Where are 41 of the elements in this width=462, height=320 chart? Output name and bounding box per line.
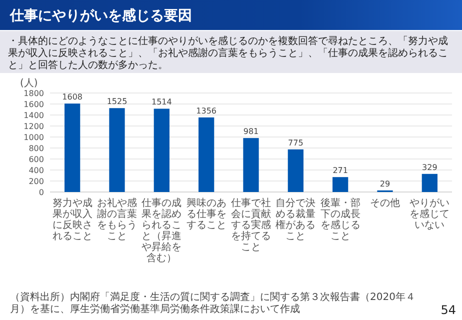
- data-label: 29: [380, 179, 390, 188]
- bar: [154, 108, 170, 192]
- text: 54: [440, 303, 456, 317]
- chart-subtitle: ・具体的にどのようなことに仕事のやりがいを感じるのかを複数回答で尋ねたところ、「努力や成果が収入に反映されること」、「お礼や感謝の言葉をもらうこと」、「仕事の成果を認められること」と回答した人の数が多かった。: [8, 35, 448, 71]
- bar: [109, 108, 125, 192]
- y-tick-label: 1400: [24, 111, 44, 120]
- data-label: 1525: [106, 97, 128, 106]
- bar: [198, 117, 214, 192]
- y-axis-title: (人): [20, 78, 38, 89]
- data-label: 329: [422, 162, 438, 172]
- y-tick-label: 400: [28, 166, 44, 175]
- x-tick-label: 努力や成果が収入に反映されること: [52, 197, 92, 242]
- bar: [288, 149, 304, 192]
- y-tick-label: 200: [28, 177, 44, 186]
- bar: [243, 138, 259, 192]
- x-tick-label: 興味のある仕事をすること: [186, 197, 226, 231]
- y-tick-label: 600: [28, 155, 44, 164]
- data-label: 981: [243, 127, 259, 136]
- data-label: 775: [288, 138, 304, 148]
- bar: [64, 104, 80, 192]
- data-label: 1514: [151, 98, 172, 107]
- chart-title: 仕事にやりがいを感じる要因: [9, 8, 192, 24]
- data-label: 1356: [196, 106, 217, 116]
- x-tick-label: その他: [370, 197, 400, 209]
- text: （資料出所）内閣府「満足度・生活の質に関する調査」に関する第３次報告書（2020年４月）を基に、厚生労働省労働基準局労働条件政策課において作成: [10, 291, 416, 315]
- x-tick-label: お礼や感謝の言葉をもらうこと: [97, 197, 137, 242]
- x-tick-label: 仕事の成果を認められること（昇進や昇給を含む）: [142, 197, 182, 264]
- x-tick-label: 後輩・部下の成長を感じること: [320, 197, 360, 242]
- bar: [422, 174, 438, 192]
- y-tick-label: 0: [38, 188, 44, 197]
- y-tick-label: 1200: [24, 122, 44, 131]
- y-tick-label: 1800: [24, 89, 44, 98]
- y-tick-label: 1600: [24, 100, 44, 109]
- bar: [332, 177, 348, 192]
- data-label: 1608: [62, 92, 83, 102]
- data-label: 271: [332, 166, 348, 176]
- x-tick-label: やりがいを感じていない: [410, 198, 450, 231]
- x-tick-label: 自分で決める裁量権があること: [276, 197, 316, 242]
- y-tick-label: 800: [28, 144, 44, 153]
- y-tick-label: 1000: [24, 133, 44, 142]
- x-tick-label: 仕事で社会に貢献する実感を持てること: [231, 197, 271, 253]
